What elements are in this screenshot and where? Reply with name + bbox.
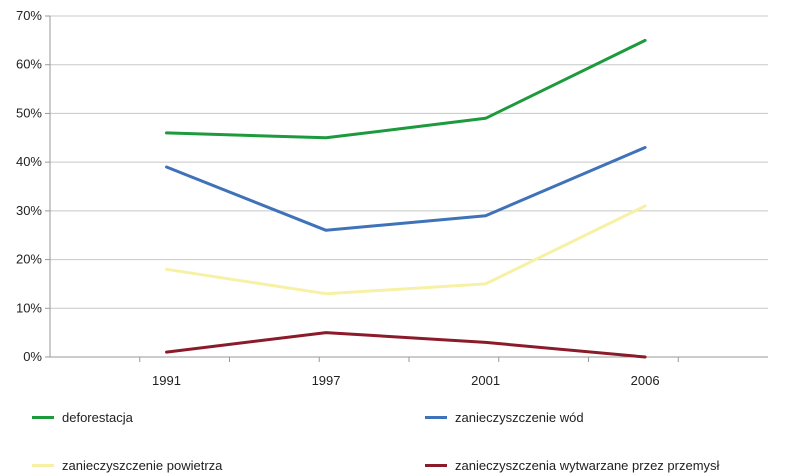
y-tick-label: 70% <box>16 8 42 23</box>
gridlines <box>50 15 768 358</box>
line-chart: 0% 10% 20% 30% 40% 50% 60% 70% 1991 1997 2001 2006 <box>16 8 768 388</box>
legend-label: zanieczyszczenie wód <box>455 410 584 425</box>
legend-label: zanieczyszczenia wytwarzane przez przemy… <box>455 458 720 473</box>
y-tick-label: 10% <box>16 300 42 315</box>
y-tick-label: 0% <box>23 349 42 364</box>
legend-label: deforestacja <box>62 410 133 425</box>
legend-label: zanieczyszczenie powietrza <box>62 458 223 473</box>
axes <box>45 15 768 362</box>
y-tick-label: 50% <box>16 105 42 120</box>
legend-item-zanieczyszczenie-wod: zanieczyszczenie wód <box>425 410 584 425</box>
series-line-zanieczyszczenia <box>165 331 647 359</box>
series-line-zanieczyszczenie <box>165 204 647 296</box>
legend-item-zanieczyszczenia-przemysl: zanieczyszczenia wytwarzane przez przemy… <box>425 458 719 473</box>
legend-swatch <box>32 464 54 467</box>
y-tick-label: 40% <box>16 154 42 169</box>
y-axis-tick-labels: 0% 10% 20% 30% 40% 50% 60% 70% <box>16 8 42 364</box>
series-line-zanieczyszczenie <box>165 146 647 232</box>
legend-swatch <box>425 464 447 467</box>
x-tick-label: 2001 <box>471 373 500 388</box>
legend-swatch <box>425 416 447 419</box>
x-axis-tick-labels: 1991 1997 2001 2006 <box>152 373 660 388</box>
y-tick-label: 60% <box>16 57 42 72</box>
legend: deforestacja zanieczyszczenie wód zaniec… <box>0 395 785 474</box>
legend-item-zanieczyszczenie-powietrza: zanieczyszczenie powietrza <box>32 458 222 473</box>
legend-item-deforestacja: deforestacja <box>32 410 133 425</box>
y-tick-label: 20% <box>16 252 42 267</box>
y-tick-label: 30% <box>16 203 42 218</box>
series-lines <box>165 38 647 359</box>
x-tick-label: 1991 <box>152 373 181 388</box>
series-line-deforestacja <box>165 38 647 140</box>
legend-swatch <box>32 416 54 419</box>
x-tick-label: 1997 <box>312 373 341 388</box>
x-tick-label: 2006 <box>631 373 660 388</box>
